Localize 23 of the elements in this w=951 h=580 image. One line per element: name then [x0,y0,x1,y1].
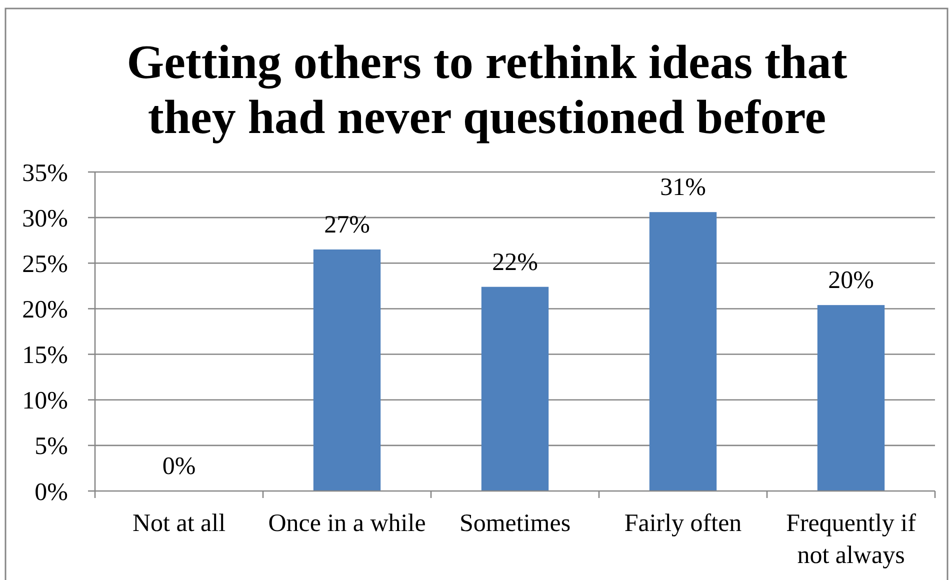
data-label: 27% [324,211,370,238]
x-tick-label: Frequently if not always [786,510,917,569]
y-tick-label: 0% [34,478,68,506]
bar [649,212,717,491]
bar [481,286,549,491]
bar [313,249,381,491]
x-tick-label: Once in a while [268,510,426,537]
y-tick-label: 25% [22,250,68,278]
data-label: 31% [660,174,706,202]
chart-title: Getting others to rethink ideas that they had never questioned before [126,36,848,144]
y-tick-label: 15% [22,342,68,370]
y-tick-label: 30% [22,205,68,232]
data-label: 0% [162,453,196,480]
y-tick-label: 20% [22,296,68,324]
y-tick-label: 5% [34,433,68,460]
data-label: 20% [828,267,874,294]
y-tick-label: 10% [22,388,68,415]
x-tick-label: Fairly often [624,510,742,537]
bar [817,305,885,491]
y-tick-label: 35% [22,160,68,187]
data-label: 22% [492,248,538,276]
x-tick-label: Sometimes [459,510,571,537]
x-tick-label: Not at all [132,510,226,537]
